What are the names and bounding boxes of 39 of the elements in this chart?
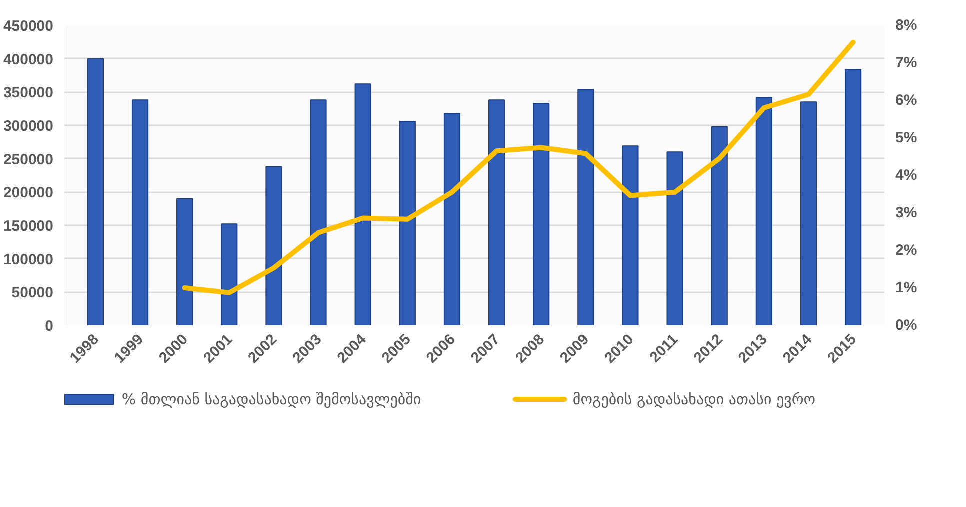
y-tick-label: 0 <box>45 318 54 335</box>
bar <box>399 121 416 326</box>
legend-label: % მთლიან საგადასახადო შემოსავლებში <box>122 390 422 408</box>
bar <box>488 100 506 326</box>
legend-label: მოგების გადასახადი ათასი ევრო <box>572 390 816 408</box>
y2-tick-label: 0% <box>896 317 918 334</box>
bar <box>756 97 772 326</box>
bar <box>845 69 862 326</box>
y-tick-label: 150000 <box>3 218 54 235</box>
y2-tick-label: 4% <box>896 167 918 184</box>
y-tick-label: 400000 <box>3 51 54 68</box>
bar <box>622 146 639 326</box>
y2-tick-label: 7% <box>896 54 918 72</box>
bar <box>711 126 728 326</box>
y-tick-label: 350000 <box>3 84 54 102</box>
bar <box>578 89 594 326</box>
y2-tick-label: 1% <box>896 280 918 296</box>
y-tick-label: 50000 <box>12 284 54 302</box>
bar <box>266 166 282 326</box>
bar <box>132 100 149 326</box>
y2-tick-label: 5% <box>896 130 918 146</box>
bar <box>221 224 238 326</box>
bar <box>533 103 550 326</box>
bar <box>310 100 327 326</box>
bar <box>666 152 684 326</box>
y-tick-label: 450000 <box>3 18 54 35</box>
bar <box>87 58 104 326</box>
bar <box>354 84 372 326</box>
y-tick-label: 100000 <box>3 251 54 268</box>
y2-tick-label: 2% <box>896 242 918 259</box>
y2-tick-label: 8% <box>896 17 918 34</box>
y-tick-label: 200000 <box>3 184 54 202</box>
y2-tick-label: 3% <box>896 204 918 222</box>
bar <box>800 102 818 326</box>
bar <box>176 198 194 326</box>
y-tick-label: 300000 <box>3 118 54 135</box>
y2-tick-label: 6% <box>896 92 918 109</box>
bar <box>444 113 461 326</box>
y-tick-label: 250000 <box>3 151 54 168</box>
